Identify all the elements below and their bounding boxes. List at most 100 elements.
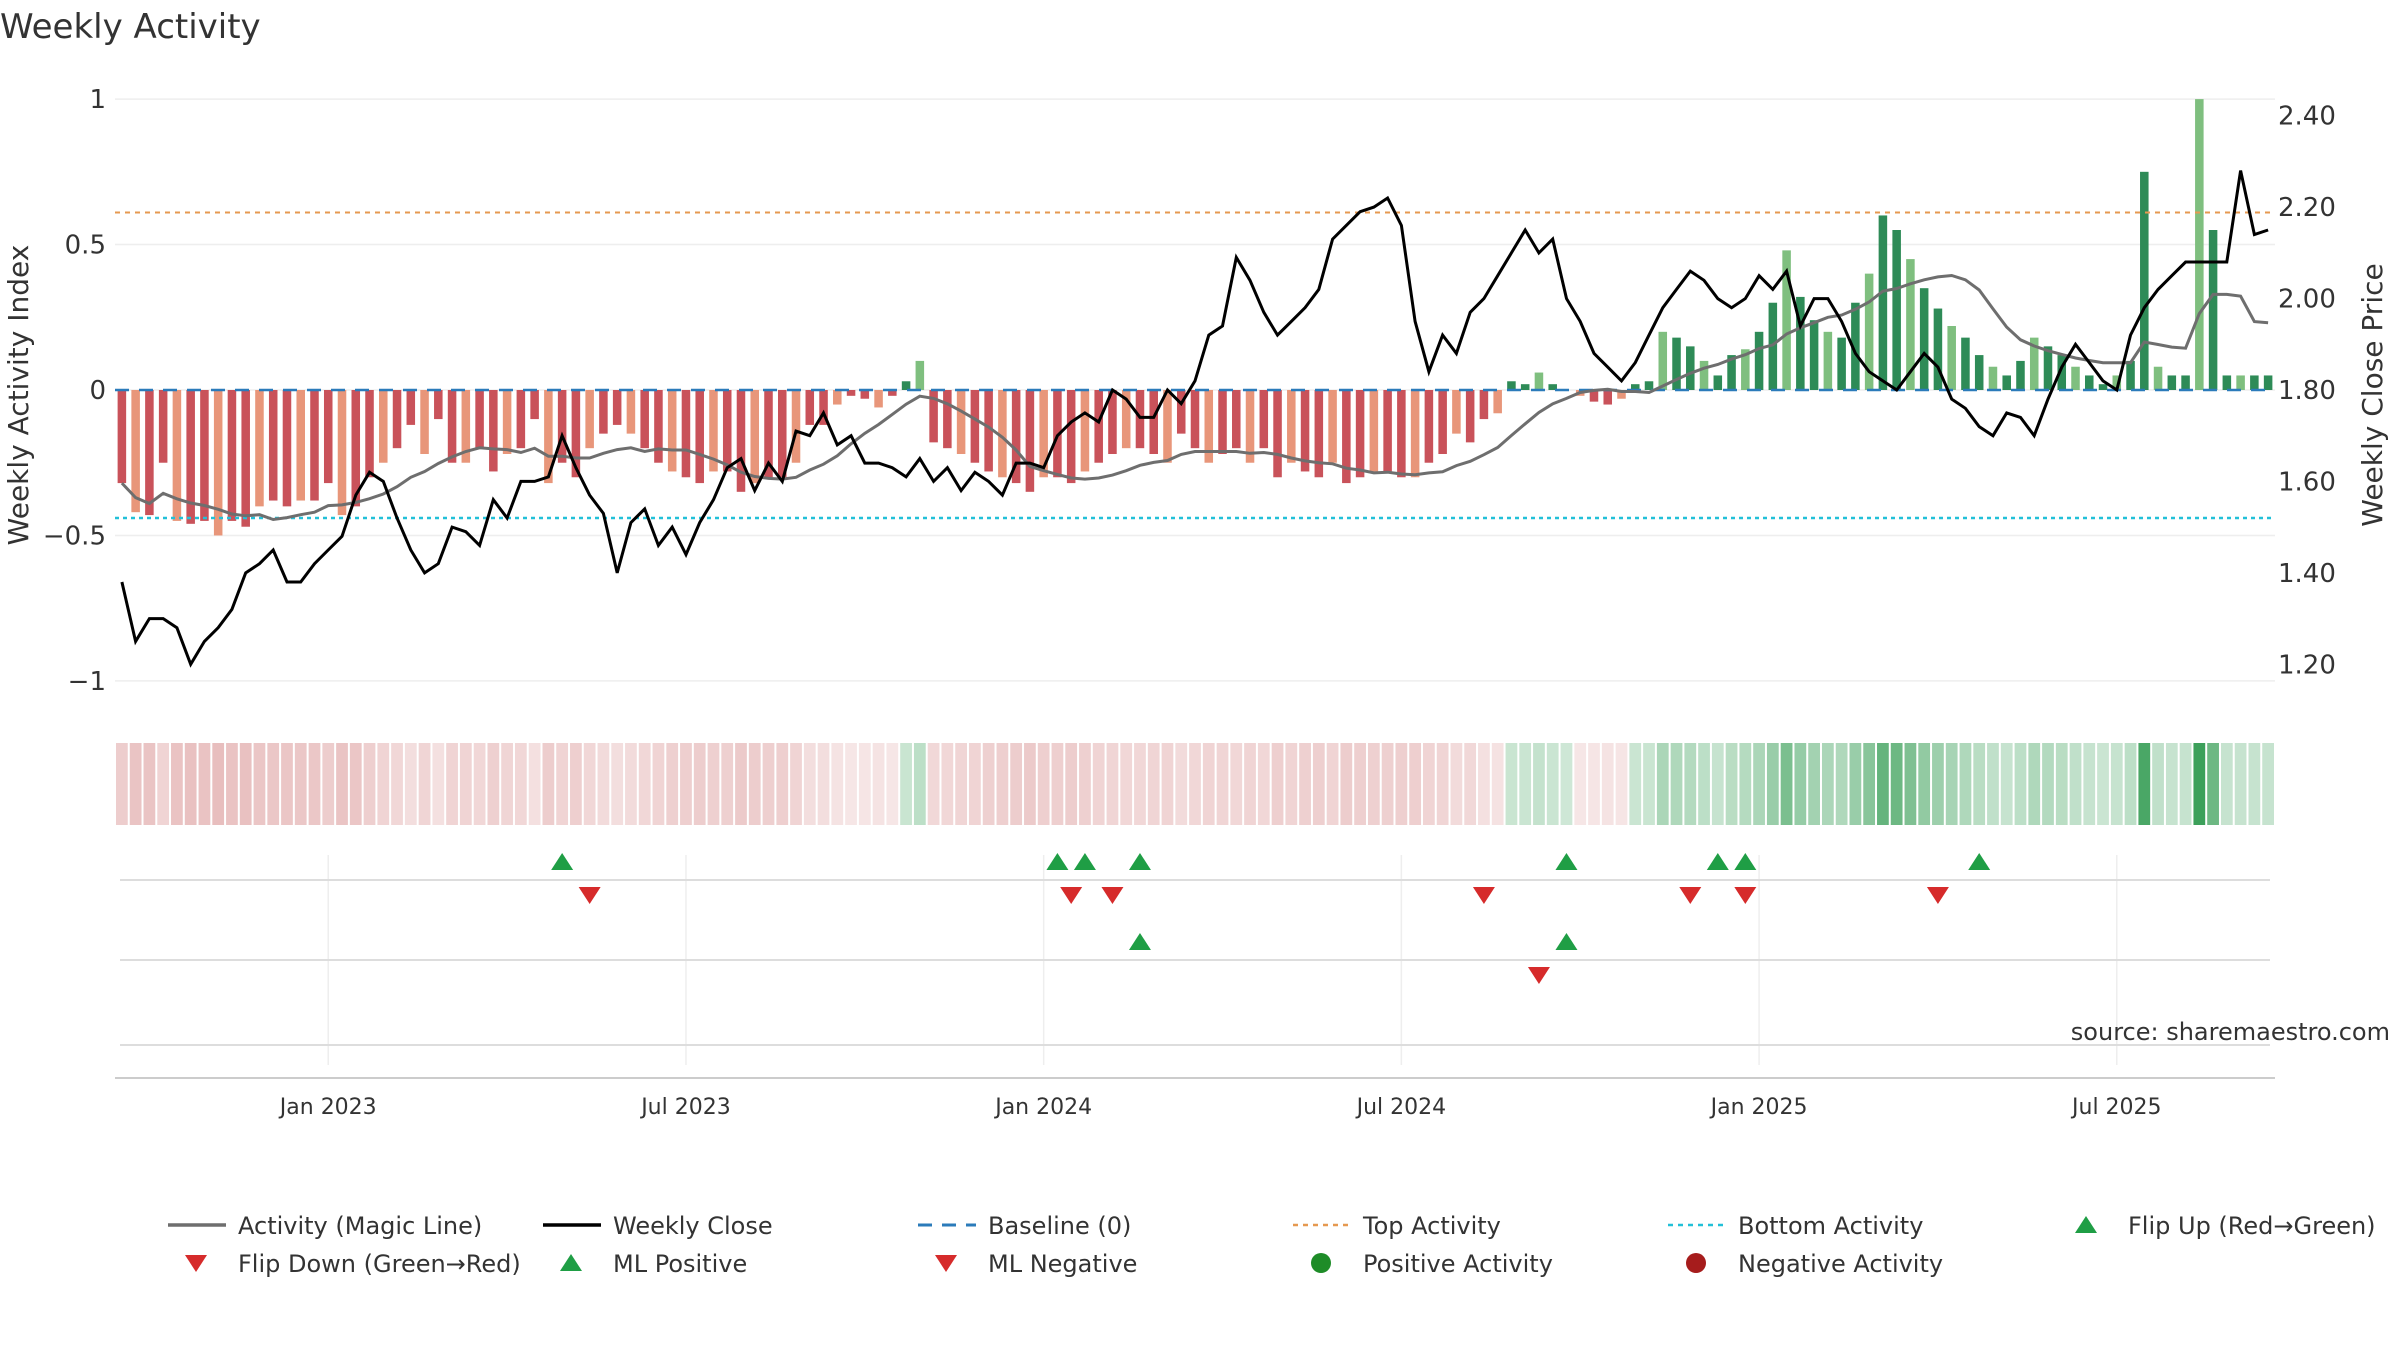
activity-bar [819,390,828,425]
activity-bar [1809,320,1819,390]
x-tick-label: Jul 2023 [639,1095,731,1120]
activity-bar [2085,375,2094,390]
heat-cell [1987,743,1999,825]
activity-bar [2153,366,2163,390]
heat-cell [2097,743,2109,825]
activity-bar [750,390,760,484]
activity-bar [1961,337,1970,390]
activity-bar [420,390,429,454]
activity-bar [970,390,980,463]
heat-cell [363,743,376,825]
flip-up-marker [1706,853,1729,870]
activity-bar [1190,390,1200,449]
activity-bar [2181,375,2190,390]
legend-item: Flip Up (Red→Green) [2075,1212,2376,1240]
y-tick-left: 0.5 [65,231,106,261]
activity-bar [186,390,195,524]
heat-cell [143,743,156,825]
heat-cell [2000,743,2013,825]
heat-cell [2069,743,2082,825]
activity-bar [943,390,952,449]
heat-cell [1670,743,1683,825]
activity-bar [1520,384,1530,390]
activity-bar [695,390,704,484]
heat-cell [1588,743,1600,825]
heat-cell [1450,743,1463,825]
heat-cell [1051,743,1064,825]
activity-bar [1782,250,1791,390]
activity-bar [571,390,581,478]
heat-cell [900,743,912,825]
heat-cell [652,743,665,825]
legend-item: Positive Activity [1311,1250,1553,1278]
heat-cell [1491,743,1504,825]
activity-bar [1906,259,1915,390]
heat-cell [1904,743,1917,825]
flip-down-marker [1926,887,1949,904]
y-tick-left: 1 [89,85,106,115]
activity-bar [1630,384,1640,390]
heat-cell [1161,743,1174,825]
heat-cell [308,743,321,825]
y-axis-left-label: Weekly Activity Index [2,245,35,546]
activity-bar [1658,331,1668,390]
heat-cell [1849,743,1862,825]
activity-bar [1397,390,1406,478]
heat-cell [1381,743,1394,825]
activity-bar [1135,390,1145,449]
activity-bar [626,390,636,434]
heat-cell [556,743,569,825]
activity-bar [998,390,1007,478]
activity-bar [1039,390,1048,478]
activity-bar [1149,390,1158,454]
activity-bar [1699,360,1709,390]
heat-cell [1134,743,1146,825]
heat-cell [487,743,500,825]
legend-label: ML Positive [613,1250,747,1278]
heat-cell [1092,743,1105,825]
y-tick-left: −0.5 [43,521,106,551]
flip-up-marker [1046,853,1069,870]
heat-cell [886,743,899,825]
heat-cell [1257,743,1270,825]
heat-cell [2110,743,2123,825]
activity-bar [1300,390,1310,472]
chart-title: Weekly Activity [0,7,261,47]
activity-bar [736,390,746,492]
activity-bar [764,390,773,478]
activity-bar [1507,381,1516,390]
heat-cell [982,743,995,825]
y-tick-right: 1.80 [2278,376,2336,406]
heat-cell [294,743,307,825]
activity-bar [2222,375,2232,390]
legend-swatch [560,1254,582,1271]
activity-bar [351,390,361,507]
activity-bar [1245,390,1255,463]
heat-cell [817,743,830,825]
heat-cell [996,743,1009,825]
heat-cell [1863,743,1876,825]
activity-bar [1892,230,1901,390]
activity-bar [282,390,292,507]
ml-positive-marker [1128,933,1151,950]
heat-cell [171,743,183,825]
heat-cell [831,743,844,825]
activity-bar [709,390,718,472]
heat-cell [336,743,348,825]
activity-bar [2263,375,2273,390]
heat-cell [1629,743,1642,825]
legend-item: Baseline (0) [918,1212,1131,1240]
legend-label: Bottom Activity [1738,1212,1923,1240]
activity-bar [323,390,333,484]
activity-bar [1328,390,1337,463]
heat-cell [790,743,802,825]
activity-bar [1823,331,1833,390]
legend-label: Weekly Close [613,1212,773,1240]
heat-cell [1546,743,1559,825]
y-tick-right: 2.00 [2278,285,2336,315]
heat-cell [1312,743,1325,825]
activity-bar [1011,390,1021,484]
heat-cell [253,743,266,825]
activity-bar [241,390,250,527]
heat-cell [1643,743,1655,825]
